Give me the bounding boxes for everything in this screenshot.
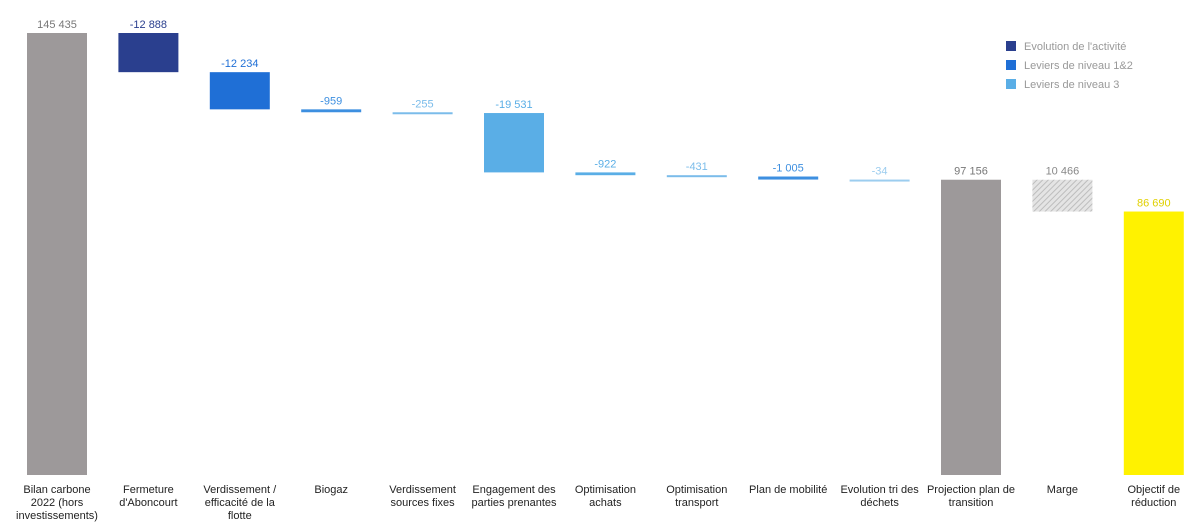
- bar: [392, 112, 453, 115]
- bar: [1032, 179, 1093, 212]
- value-label: -1 005: [773, 163, 804, 175]
- x-tick-label: Plan de mobilité: [749, 484, 828, 496]
- x-tick-label: Biogaz: [314, 484, 348, 496]
- value-label: -922: [594, 158, 616, 170]
- x-tick-label: Marge: [1046, 484, 1078, 496]
- legend-label: Leviers de niveau 1&2: [1024, 60, 1133, 72]
- legend-label: Leviers de niveau 3: [1024, 79, 1119, 91]
- x-tick-label: Optimisation achats: [574, 484, 636, 509]
- bar: [666, 175, 727, 178]
- value-label: 97 156: [954, 166, 988, 178]
- bar: [301, 109, 362, 113]
- bar: [27, 33, 87, 475]
- value-label: -19 531: [495, 99, 532, 111]
- x-tick-label: Objectif de réduction: [1127, 484, 1181, 509]
- legend-swatch: [1006, 41, 1016, 51]
- value-label: 86 690: [1137, 198, 1171, 210]
- value-label: -34: [872, 166, 888, 178]
- value-label: -12 888: [130, 19, 167, 31]
- bar: [118, 33, 179, 73]
- bar: [209, 72, 270, 110]
- x-tick-label: Evolution tri des déchets: [840, 484, 919, 509]
- bar: [1123, 211, 1184, 476]
- x-tick-label: Fermeture d'Aboncourt: [119, 484, 178, 509]
- x-tick-label: Bilan carbone 2022 (hors investissements…: [16, 484, 98, 522]
- bar: [941, 179, 1001, 475]
- value-label: -12 234: [221, 58, 258, 70]
- bar: [758, 176, 819, 180]
- bar: [849, 179, 910, 182]
- legend-swatch: [1006, 60, 1016, 70]
- value-label: -959: [320, 95, 342, 107]
- x-tick-label: Engagement des parties prenantes: [471, 484, 557, 509]
- x-tick-label: Verdissement / efficacité de la flotte: [203, 484, 277, 522]
- bar: [575, 172, 636, 176]
- value-label: 145 435: [37, 19, 77, 31]
- legend-swatch: [1006, 79, 1016, 89]
- x-tick-label: Verdissement sources fixes: [389, 484, 456, 509]
- value-label: -255: [412, 98, 434, 110]
- legend-label: Evolution de l'activité: [1024, 41, 1126, 53]
- value-label: 10 466: [1046, 166, 1080, 178]
- x-tick-label: Optimisation transport: [666, 484, 728, 509]
- value-label: -431: [686, 161, 708, 173]
- x-tick-label: Projection plan de transition: [926, 484, 1016, 509]
- bar: [484, 113, 544, 173]
